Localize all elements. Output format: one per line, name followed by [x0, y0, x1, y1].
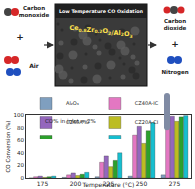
svg-text:+: +: [171, 39, 179, 49]
svg-text:80: 80: [17, 125, 24, 131]
svg-text:Nitrogen: Nitrogen: [161, 69, 188, 76]
svg-text:60: 60: [17, 137, 24, 143]
svg-text:Air: Air: [29, 62, 39, 69]
svg-text:275: 275: [169, 180, 181, 187]
svg-text:CZ60A-IC: CZ60A-IC: [66, 119, 90, 125]
svg-text:Carbondioxide: Carbondioxide: [164, 18, 187, 31]
svg-text:200: 200: [70, 180, 82, 187]
svg-text:CO% in inlet = 2%: CO% in inlet = 2%: [45, 118, 96, 124]
svg-text:20: 20: [17, 162, 24, 168]
svg-text:0: 0: [20, 175, 24, 181]
svg-text:Al₂O₃: Al₂O₃: [66, 100, 79, 106]
svg-text:Carbonmonoxide: Carbonmonoxide: [19, 5, 50, 18]
svg-text:CZ60A-CI: CZ60A-CI: [135, 138, 158, 139]
svg-text:225: 225: [103, 180, 115, 187]
svg-text:100: 100: [13, 112, 24, 118]
svg-text:250: 250: [136, 180, 148, 187]
svg-text:Ce0.8Zr0.2O2/Al2O3: Ce0.8Zr0.2O2/Al2O3: [69, 24, 132, 39]
svg-text:CZ40A-CI: CZ40A-CI: [66, 138, 89, 139]
svg-text:CZ40A-IC: CZ40A-IC: [135, 100, 159, 106]
svg-text:CO Conversion (%): CO Conversion (%): [5, 120, 11, 172]
svg-text:Low Temperature CO Oxidation: Low Temperature CO Oxidation: [59, 9, 144, 14]
svg-text:CZ20A-CI: CZ20A-CI: [135, 119, 158, 125]
svg-text:+: +: [16, 32, 24, 42]
svg-text:175: 175: [37, 180, 49, 187]
svg-text:40: 40: [17, 150, 24, 156]
svg-text:Temperature (°C): Temperature (°C): [82, 181, 135, 189]
